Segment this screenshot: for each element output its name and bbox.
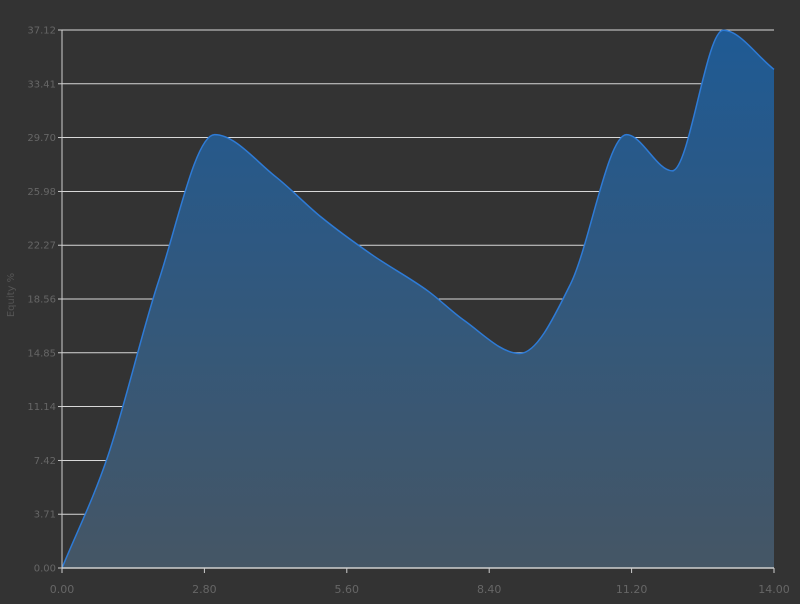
y-tick-label: 25.98 [27, 187, 56, 198]
axes [58, 29, 775, 573]
area-series [61, 29, 775, 569]
y-tick-label: 14.85 [27, 348, 56, 359]
y-tick-label: 22.27 [27, 241, 56, 252]
x-tick-label: 11.20 [616, 583, 648, 596]
y-tick-label: 3.71 [34, 510, 56, 521]
y-tick-label: 29.70 [27, 133, 56, 144]
x-tick-label: 14.00 [758, 583, 790, 596]
y-tick-label: 18.56 [27, 295, 56, 306]
y-tick-label: 37.12 [27, 26, 56, 37]
series-line [61, 29, 775, 569]
y-tick-label: 33.41 [27, 79, 56, 90]
y-tick-label: 0.00 [34, 564, 56, 575]
x-tick-labels: 0.00 2.80 5.60 8.40 11.20 14.00 [50, 583, 790, 596]
y-tick-label: 7.42 [34, 456, 56, 467]
x-tick-label: 8.40 [477, 583, 502, 596]
x-tick-label: 2.80 [192, 583, 217, 596]
x-tick-label: 5.60 [335, 583, 360, 596]
y-tick-label: 11.14 [27, 402, 56, 413]
x-tick-label: 0.00 [50, 583, 75, 596]
y-axis-title: Equity % [6, 273, 17, 317]
y-tick-labels: 0.00 3.71 7.42 11.14 14.85 18.56 22.27 25.98 29.… [27, 26, 56, 575]
area-fill [62, 30, 774, 569]
